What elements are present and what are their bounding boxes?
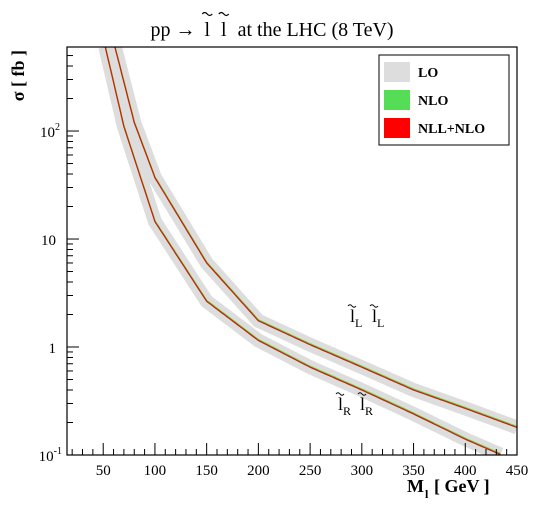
curve-label-symbol: l: [338, 394, 343, 414]
y-tick-label: 10-1: [39, 446, 62, 465]
x-axis-label-symbol: M: [407, 476, 424, 496]
curve-label-symbol: l: [360, 394, 365, 414]
curve-label-subscript: L: [355, 316, 362, 330]
curve-label-symbol: l: [372, 306, 377, 326]
tilde-mark: [347, 304, 357, 308]
x-tick-label: 450: [506, 463, 529, 479]
series-1: [98, 47, 504, 455]
title-pair-symbol-2: l: [221, 19, 227, 41]
x-tick-label: 400: [454, 463, 477, 479]
tilde-mark: [357, 392, 367, 396]
series-0: [107, 47, 517, 435]
plot-frame: [66, 46, 518, 456]
tilde-mark: [335, 392, 345, 396]
y-tick-label: 1: [49, 341, 57, 357]
curve-label-subscript: R: [365, 404, 373, 418]
tilde-mark: [201, 11, 213, 17]
series-1-nll-nlo-line: [104, 47, 501, 455]
x-tick-label: 200: [247, 463, 270, 479]
y-tick-label: 10: [41, 233, 56, 249]
curve-label-symbol: l: [350, 306, 355, 326]
tilde-mark: [369, 304, 379, 308]
x-tick-label: 350: [402, 463, 425, 479]
legend: LO NLO NLL+NLO: [378, 54, 510, 146]
x-tick-label: 100: [144, 463, 167, 479]
legend-swatch: [384, 90, 410, 110]
x-tick-label: 50: [96, 463, 111, 479]
chart-title: pp → l l at the LHC (8 TeV): [150, 19, 393, 41]
tilde-mark: [218, 11, 230, 17]
x-tick-label: 150: [195, 463, 218, 479]
title-prefix: pp →: [150, 19, 195, 41]
x-tick-label: 300: [351, 463, 374, 479]
plot-curves: [98, 47, 517, 455]
title-pair-symbol-1: l: [204, 19, 210, 41]
curve-label-subscript: L: [377, 316, 384, 330]
y-axis-ticks: 10-1 1 10 102: [39, 46, 79, 465]
legend-label: NLL+NLO: [418, 122, 485, 137]
legend-swatch: [384, 118, 410, 138]
legend-label: NLO: [418, 94, 448, 109]
series-0-nll-nlo-line: [114, 47, 517, 429]
x-tick-label: 250: [299, 463, 322, 479]
x-axis-ticks: 50 100 150 200 250 300 350 400 450: [71, 443, 529, 479]
x-axis-label-unit: [ GeV ]: [434, 476, 490, 496]
y-axis-label: σ [ fb ]: [8, 50, 28, 101]
legend-label: LO: [418, 66, 438, 81]
title-tilde-marks: [201, 11, 230, 17]
title-suffix: at the LHC (8 TeV): [238, 19, 394, 41]
x-axis-label-subscript: l: [425, 487, 429, 501]
curve-label-subscript: R: [343, 404, 351, 418]
x-axis-label: M l [ GeV ]: [407, 476, 490, 501]
y-tick-label: 102: [40, 122, 60, 141]
legend-swatch: [384, 62, 410, 82]
